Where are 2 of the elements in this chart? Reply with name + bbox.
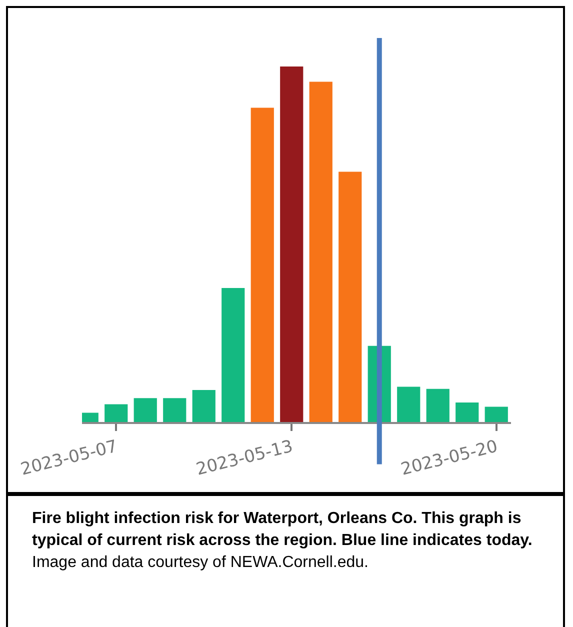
text: Image and data courtesy of NEWA.Cornell.edu. [32, 554, 368, 571]
text: Fire blight infection risk for Waterport, Orleans Co. This graph is typical of current risk across the region. Blue line indicates today. [32, 510, 532, 549]
